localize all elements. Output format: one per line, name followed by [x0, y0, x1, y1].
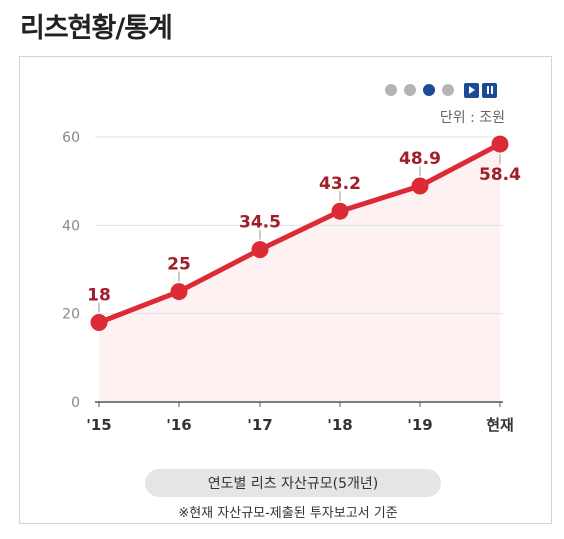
- chart-caption: 연도별 리츠 자산규모(5개년): [145, 469, 441, 497]
- data-point: [491, 135, 509, 153]
- x-tick-label: '17: [247, 416, 272, 434]
- x-tick-label: '15: [86, 416, 111, 434]
- y-tick-label: 20: [62, 307, 80, 323]
- x-tick-label: '18: [327, 416, 352, 434]
- data-label: 58.4: [479, 165, 521, 185]
- slide-controls: [385, 82, 497, 98]
- data-label: 43.2: [319, 174, 361, 194]
- data-label: 48.9: [399, 149, 441, 169]
- series-line: [96, 141, 503, 325]
- pagination-dot-4[interactable]: [442, 84, 454, 96]
- data-label: 34.5: [239, 213, 281, 233]
- play-icon: [469, 86, 475, 94]
- x-tick-label: 현재: [486, 416, 514, 434]
- page-title: 리츠현황/통계: [20, 13, 173, 44]
- play-button[interactable]: [464, 82, 479, 98]
- footnote: ※현재 자산규모-제출된 투자보고서 기준: [178, 506, 398, 521]
- data-point: [170, 283, 188, 301]
- pagination-dot-2[interactable]: [404, 84, 416, 96]
- y-tick-label: 40: [62, 218, 80, 234]
- pause-icon: [486, 86, 493, 94]
- data-label: 18: [87, 286, 111, 306]
- data-point: [411, 177, 429, 195]
- data-point: [251, 241, 269, 259]
- x-tick-label: '19: [407, 416, 432, 434]
- pagination-dot-3[interactable]: [423, 84, 435, 96]
- pagination-dot-1[interactable]: [385, 84, 397, 96]
- data-point: [331, 202, 349, 220]
- y-tick-label: 0: [71, 395, 80, 411]
- x-tick-label: '16: [166, 416, 191, 434]
- pause-button[interactable]: [482, 82, 497, 98]
- area-fill: [99, 144, 500, 403]
- unit-label: 단위 : 조원: [439, 110, 505, 126]
- y-tick-label: 60: [62, 130, 80, 146]
- data-label: 25: [167, 255, 191, 275]
- data-point: [90, 314, 108, 331]
